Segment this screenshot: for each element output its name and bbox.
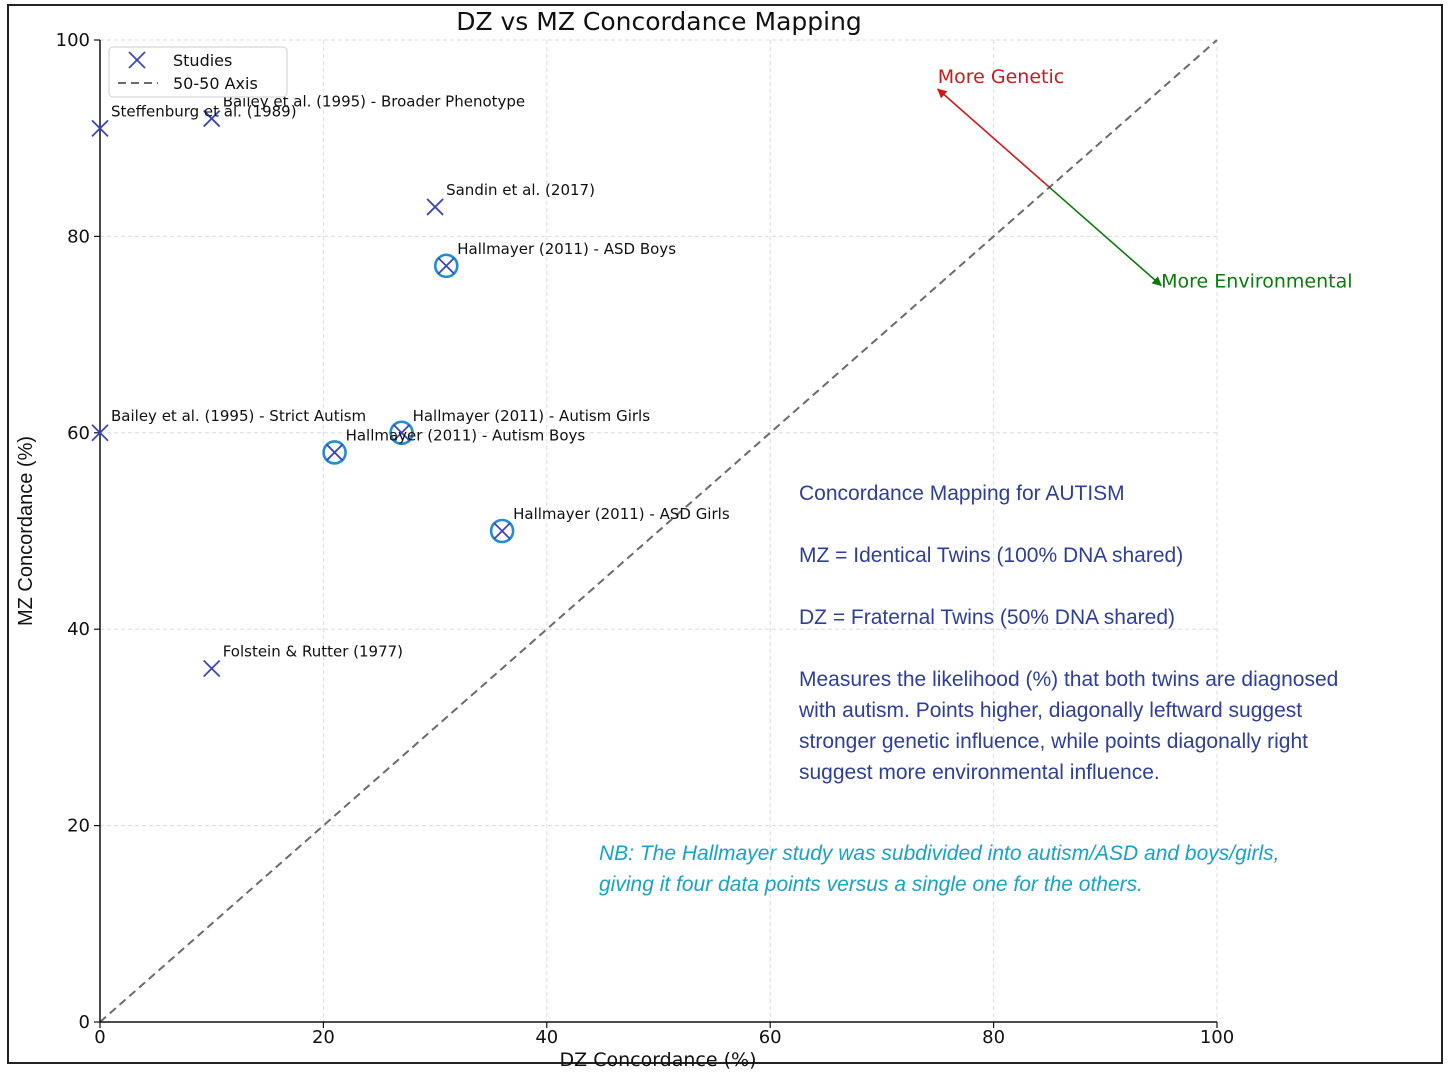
y-axis-label: MZ Concordance (%) <box>15 436 37 626</box>
legend-label-studies: Studies <box>173 51 232 70</box>
x-axis-label: DZ Concordance (%) <box>560 1049 757 1071</box>
x-marker-stroke <box>203 659 221 678</box>
y-tick-label: 60 <box>67 423 90 444</box>
environmental-arrow <box>1048 186 1162 287</box>
x-tick-label: 40 <box>535 1027 558 1048</box>
info-description-line: suggest more environmental influence. <box>799 761 1160 784</box>
info-dz-definition: DZ = Fraternal Twins (50% DNA shared) <box>799 606 1176 629</box>
highlight-ring <box>322 440 347 465</box>
y-tick-label: 80 <box>67 226 90 247</box>
note-line: NB: The Hallmayer study was subdivided i… <box>599 842 1280 865</box>
legend-box <box>108 46 288 98</box>
fifty-fifty-line <box>99 39 1218 1023</box>
point-label: Hallmayer (2011) - ASD Boys <box>457 240 676 258</box>
data-point <box>426 198 444 216</box>
highlight-ring <box>389 420 414 446</box>
data-points <box>91 109 515 678</box>
legend-x-marker <box>128 51 146 69</box>
info-description-line: Measures the likelihood (%) that both tw… <box>799 668 1339 691</box>
legend: Studies 50-50 Axis <box>108 46 288 98</box>
info-heading: Concordance Mapping for AUTISM <box>799 482 1125 505</box>
figure-frame <box>7 4 1443 1064</box>
hallmayer-note: NB: The Hallmayer study was subdivided i… <box>599 838 1279 900</box>
data-point <box>91 424 109 442</box>
note-line: giving it four data points versus a sing… <box>599 873 1143 896</box>
data-point <box>91 119 109 138</box>
data-point <box>433 253 459 279</box>
point-label: Bailey et al. (1995) - Broader Phenotype <box>223 93 525 111</box>
data-point <box>322 440 347 465</box>
data-point <box>389 420 414 446</box>
data-point <box>489 518 515 544</box>
y-tick-label: 0 <box>79 1012 90 1033</box>
point-label: Folstein & Rutter (1977) <box>223 642 403 660</box>
tick-labels: 0 20 40 60 80 100 0 20 40 60 80 100 <box>56 30 1235 1048</box>
x-marker-stroke <box>203 109 221 128</box>
data-point <box>203 109 221 128</box>
chart-title: DZ vs MZ Concordance Mapping <box>456 7 862 36</box>
point-labels: Steffenburg et al. (1989)Bailey et al. (… <box>111 93 730 661</box>
highlight-ring <box>433 253 459 279</box>
info-mz-definition: MZ = Identical Twins (100% DNA shared) <box>799 544 1184 567</box>
x-tick-label: 0 <box>94 1027 105 1048</box>
info-description: Measures the likelihood (%) that both tw… <box>799 664 1338 788</box>
x-marker-stroke <box>392 424 411 442</box>
info-description-line: stronger genetic influence, while points… <box>799 730 1308 753</box>
y-tick-label: 20 <box>67 816 90 837</box>
y-tick-label: 40 <box>67 619 90 640</box>
x-tick-label: 60 <box>759 1027 782 1048</box>
x-tick-label: 80 <box>982 1027 1005 1048</box>
point-label: Hallmayer (2011) - Autism Girls <box>413 407 651 425</box>
environmental-arrow-label: More Environmental <box>1161 271 1352 293</box>
info-box: Concordance Mapping for AUTISM MZ = Iden… <box>799 478 1338 788</box>
axes <box>94 39 1218 1028</box>
point-label: Sandin et al. (2017) <box>446 181 595 199</box>
fifty-fifty-axis-layer <box>99 39 1218 1023</box>
y-tick-label: 100 <box>56 30 90 51</box>
x-marker-stroke <box>91 424 109 442</box>
genetic-arrow-label: More Genetic <box>938 66 1064 88</box>
data-point <box>203 659 221 678</box>
x-marker-stroke <box>493 522 511 540</box>
info-description-line: with autism. Points higher, diagonally l… <box>799 699 1303 722</box>
genetic-arrow <box>937 88 1050 188</box>
x-marker-stroke <box>426 198 444 216</box>
point-label: Hallmayer (2011) - Autism Boys <box>346 426 586 444</box>
x-marker-stroke <box>437 257 455 275</box>
point-label: Bailey et al. (1995) - Strict Autism <box>111 407 366 425</box>
highlight-ring <box>489 518 515 544</box>
point-label: Steffenburg et al. (1989) <box>111 102 297 120</box>
legend-label-axis: 50-50 Axis <box>173 74 258 93</box>
x-marker-stroke <box>91 119 109 138</box>
x-tick-label: 100 <box>1200 1027 1234 1048</box>
x-tick-label: 20 <box>312 1027 335 1048</box>
direction-arrows: More Genetic More Environmental <box>937 66 1353 293</box>
x-marker-stroke <box>325 443 344 462</box>
point-label: Hallmayer (2011) - ASD Girls <box>513 505 730 523</box>
